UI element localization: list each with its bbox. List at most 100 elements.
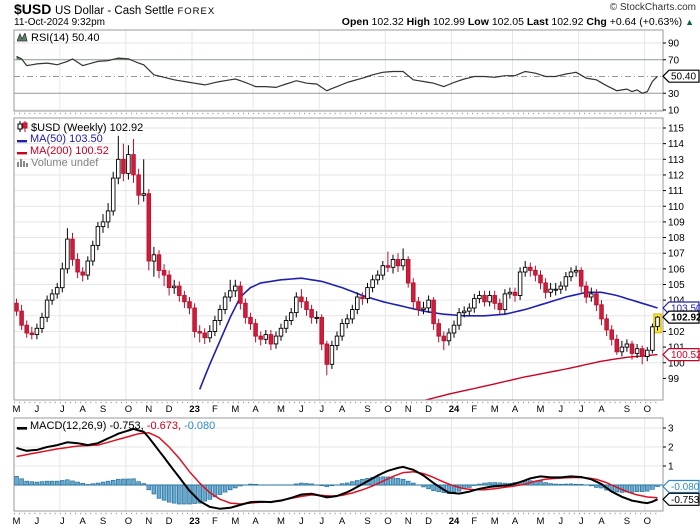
svg-text:M: M [13, 404, 21, 415]
svg-text:30: 30 [668, 89, 680, 100]
macd-histogram [14, 476, 660, 505]
last-value: 102.92 [551, 16, 584, 28]
rsi-icon [16, 31, 28, 45]
chart-title: $USD US Dollar - Cash Settle FOREX [14, 1, 215, 17]
svg-text:S: S [100, 404, 106, 415]
macd-axis-labels: 3 2 1 [663, 424, 674, 473]
svg-text:A: A [512, 404, 519, 415]
macd-hist-value-box: -0.080 [662, 479, 700, 494]
candles [14, 135, 660, 376]
svg-text:N: N [405, 404, 412, 415]
low-label: Low [467, 16, 489, 28]
svg-text:M: M [491, 404, 499, 415]
svg-text:J: J [35, 516, 40, 527]
svg-text:S: S [100, 516, 106, 527]
svg-text:A: A [252, 404, 259, 415]
svg-text:J: J [60, 404, 65, 415]
high-label: High [406, 16, 430, 28]
svg-text:115: 115 [668, 124, 684, 135]
svg-text:D: D [166, 404, 173, 415]
svg-text:110: 110 [668, 202, 684, 213]
month-axis-bottom: M J J A S O N D 23 F M A M J J A S O N D 24 F M A M J J A S O [13, 516, 651, 527]
svg-text:-0.080: -0.080 [671, 482, 700, 493]
price-panel [14, 135, 662, 400]
open-value: 102.32 [371, 16, 404, 28]
chg-value: +0.64 (+0.63%) [609, 16, 683, 28]
volume-bars-icon [17, 158, 28, 170]
svg-text:23: 23 [189, 404, 200, 415]
svg-text:F: F [212, 404, 218, 415]
svg-text:J: J [319, 404, 324, 415]
rsi-axis-labels: 90 70 30 10 [663, 39, 680, 117]
up-arrow-icon: ▲ [685, 17, 694, 27]
svg-text:D: D [425, 404, 432, 415]
rsi-line [16, 55, 658, 94]
datetime-label: 11-Oct-2024 9:32pm [14, 17, 105, 28]
svg-text:108: 108 [668, 233, 685, 244]
svg-text:A: A [339, 516, 346, 527]
svg-text:50.40: 50.40 [671, 72, 696, 83]
svg-text:A: A [598, 404, 605, 415]
svg-text:106: 106 [668, 264, 685, 275]
svg-text:O: O [644, 404, 651, 415]
svg-text:1: 1 [668, 462, 674, 473]
macd-line-icon [17, 421, 27, 433]
rsi-legend: RSI(14) 50.40 [16, 31, 100, 45]
macd-hist-value: -0.080 [184, 420, 216, 432]
ohlc-quote-line: Open 102.32 High 102.99 Low 102.05 Last … [342, 16, 694, 28]
svg-text:102: 102 [668, 327, 685, 338]
rsi-legend-label: RSI(14) 50.40 [31, 32, 100, 44]
price-legend-label: $USD (Weekly) 102.92 [31, 122, 144, 134]
macd-value-box: -0.753 [662, 492, 700, 506]
svg-text:107: 107 [668, 249, 685, 260]
macd-line [16, 427, 658, 510]
svg-text:N: N [145, 516, 152, 527]
svg-text:103.50: 103.50 [671, 304, 700, 315]
svg-text:-0.753: -0.753 [671, 495, 700, 506]
svg-text:M: M [277, 516, 285, 527]
panel-borders [13, 29, 664, 515]
svg-text:J: J [558, 404, 563, 415]
ma200-line-icon [17, 146, 27, 158]
svg-text:A: A [339, 404, 346, 415]
svg-text:109: 109 [668, 217, 685, 228]
svg-text:J: J [319, 516, 324, 527]
svg-text:A: A [252, 516, 259, 527]
macd-signal-value: -0.673, [146, 420, 182, 432]
gridlines [14, 30, 663, 511]
svg-text:J: J [558, 516, 563, 527]
svg-text:2: 2 [668, 443, 674, 454]
candlestick-icon [17, 121, 28, 135]
svg-text:J: J [35, 404, 40, 415]
svg-text:N: N [405, 516, 412, 527]
rsi-panel [14, 55, 663, 94]
svg-text:O: O [644, 516, 651, 527]
price-legend: $USD (Weekly) 102.92 MA(50) 103.50 MA(20… [17, 121, 143, 169]
svg-text:104: 104 [668, 296, 685, 307]
svg-text:24: 24 [449, 516, 460, 527]
chg-label: Chg [586, 16, 607, 28]
svg-text:24: 24 [449, 404, 460, 415]
price-value-box: 102.92 [662, 310, 700, 324]
svg-text:M: M [491, 516, 499, 527]
svg-text:M: M [231, 516, 239, 527]
svg-text:S: S [624, 404, 630, 415]
open-label: Open [341, 16, 369, 28]
svg-text:S: S [624, 516, 630, 527]
svg-text:10: 10 [668, 106, 680, 117]
volume-legend-label: Volume undef [31, 157, 99, 169]
macd-signal-line [16, 432, 658, 505]
svg-text:J: J [60, 516, 65, 527]
svg-text:99: 99 [668, 374, 680, 385]
svg-text:100.52: 100.52 [671, 350, 700, 361]
svg-text:3: 3 [668, 424, 674, 435]
svg-text:J: J [579, 404, 584, 415]
svg-text:M: M [537, 516, 545, 527]
svg-text:113: 113 [668, 155, 684, 166]
svg-text:S: S [364, 404, 370, 415]
low-value: 102.05 [491, 16, 524, 28]
svg-text:A: A [80, 516, 87, 527]
svg-text:90: 90 [668, 39, 680, 50]
